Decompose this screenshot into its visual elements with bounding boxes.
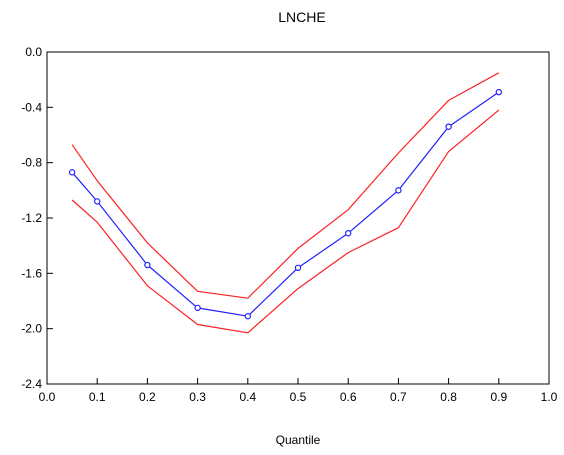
data-point [93, 198, 101, 205]
y-tick-label: -1.2 [21, 211, 42, 225]
y-tick-label: -2.4 [21, 377, 42, 391]
x-tick-label: 1.0 [541, 390, 558, 404]
y-tick-label: -2.0 [21, 322, 42, 336]
x-tick-label: 0.0 [39, 390, 56, 404]
y-tick-label: -0.8 [21, 156, 42, 170]
x-tick-label: 0.8 [440, 390, 457, 404]
x-tick-label: 0.5 [290, 390, 307, 404]
data-point [194, 304, 201, 312]
data-point [144, 261, 151, 269]
data-point [395, 187, 402, 194]
x-tick-label: 0.2 [139, 390, 156, 404]
x-axis-title: Quantile [276, 433, 321, 447]
x-axis: 0.0 0.1 0.2 0.3 0.4 0.5 0.6 0.7 0.8 0.9 1.0 [39, 378, 558, 404]
series-line-1 [71, 72, 500, 299]
x-tick-label: 0.9 [490, 390, 507, 404]
x-tick-label: 0.7 [390, 390, 407, 404]
data-point [294, 264, 302, 271]
chart-title: LNCHE [278, 9, 325, 25]
data-point [345, 230, 352, 237]
series-line-3 [71, 109, 500, 334]
y-tick-label: -0.4 [21, 100, 42, 114]
data-point [244, 313, 251, 320]
data-point [445, 123, 452, 130]
y-axis: 0.0 -0.4 -0.8 -1.2 -1.6 -2.0 -2.4 [21, 45, 53, 391]
x-tick-label: 0.3 [189, 390, 206, 404]
x-tick-label: 0.4 [239, 390, 256, 404]
y-tick-label: -1.6 [21, 266, 42, 280]
data-point [495, 88, 502, 96]
data-point [68, 169, 76, 176]
x-tick-label: 0.1 [89, 390, 106, 404]
x-tick-label: 0.6 [340, 390, 357, 404]
series-line-2 [71, 91, 500, 317]
series-layer [68, 72, 502, 334]
y-tick-label: 0.0 [25, 45, 42, 59]
plot-frame [46, 51, 550, 385]
